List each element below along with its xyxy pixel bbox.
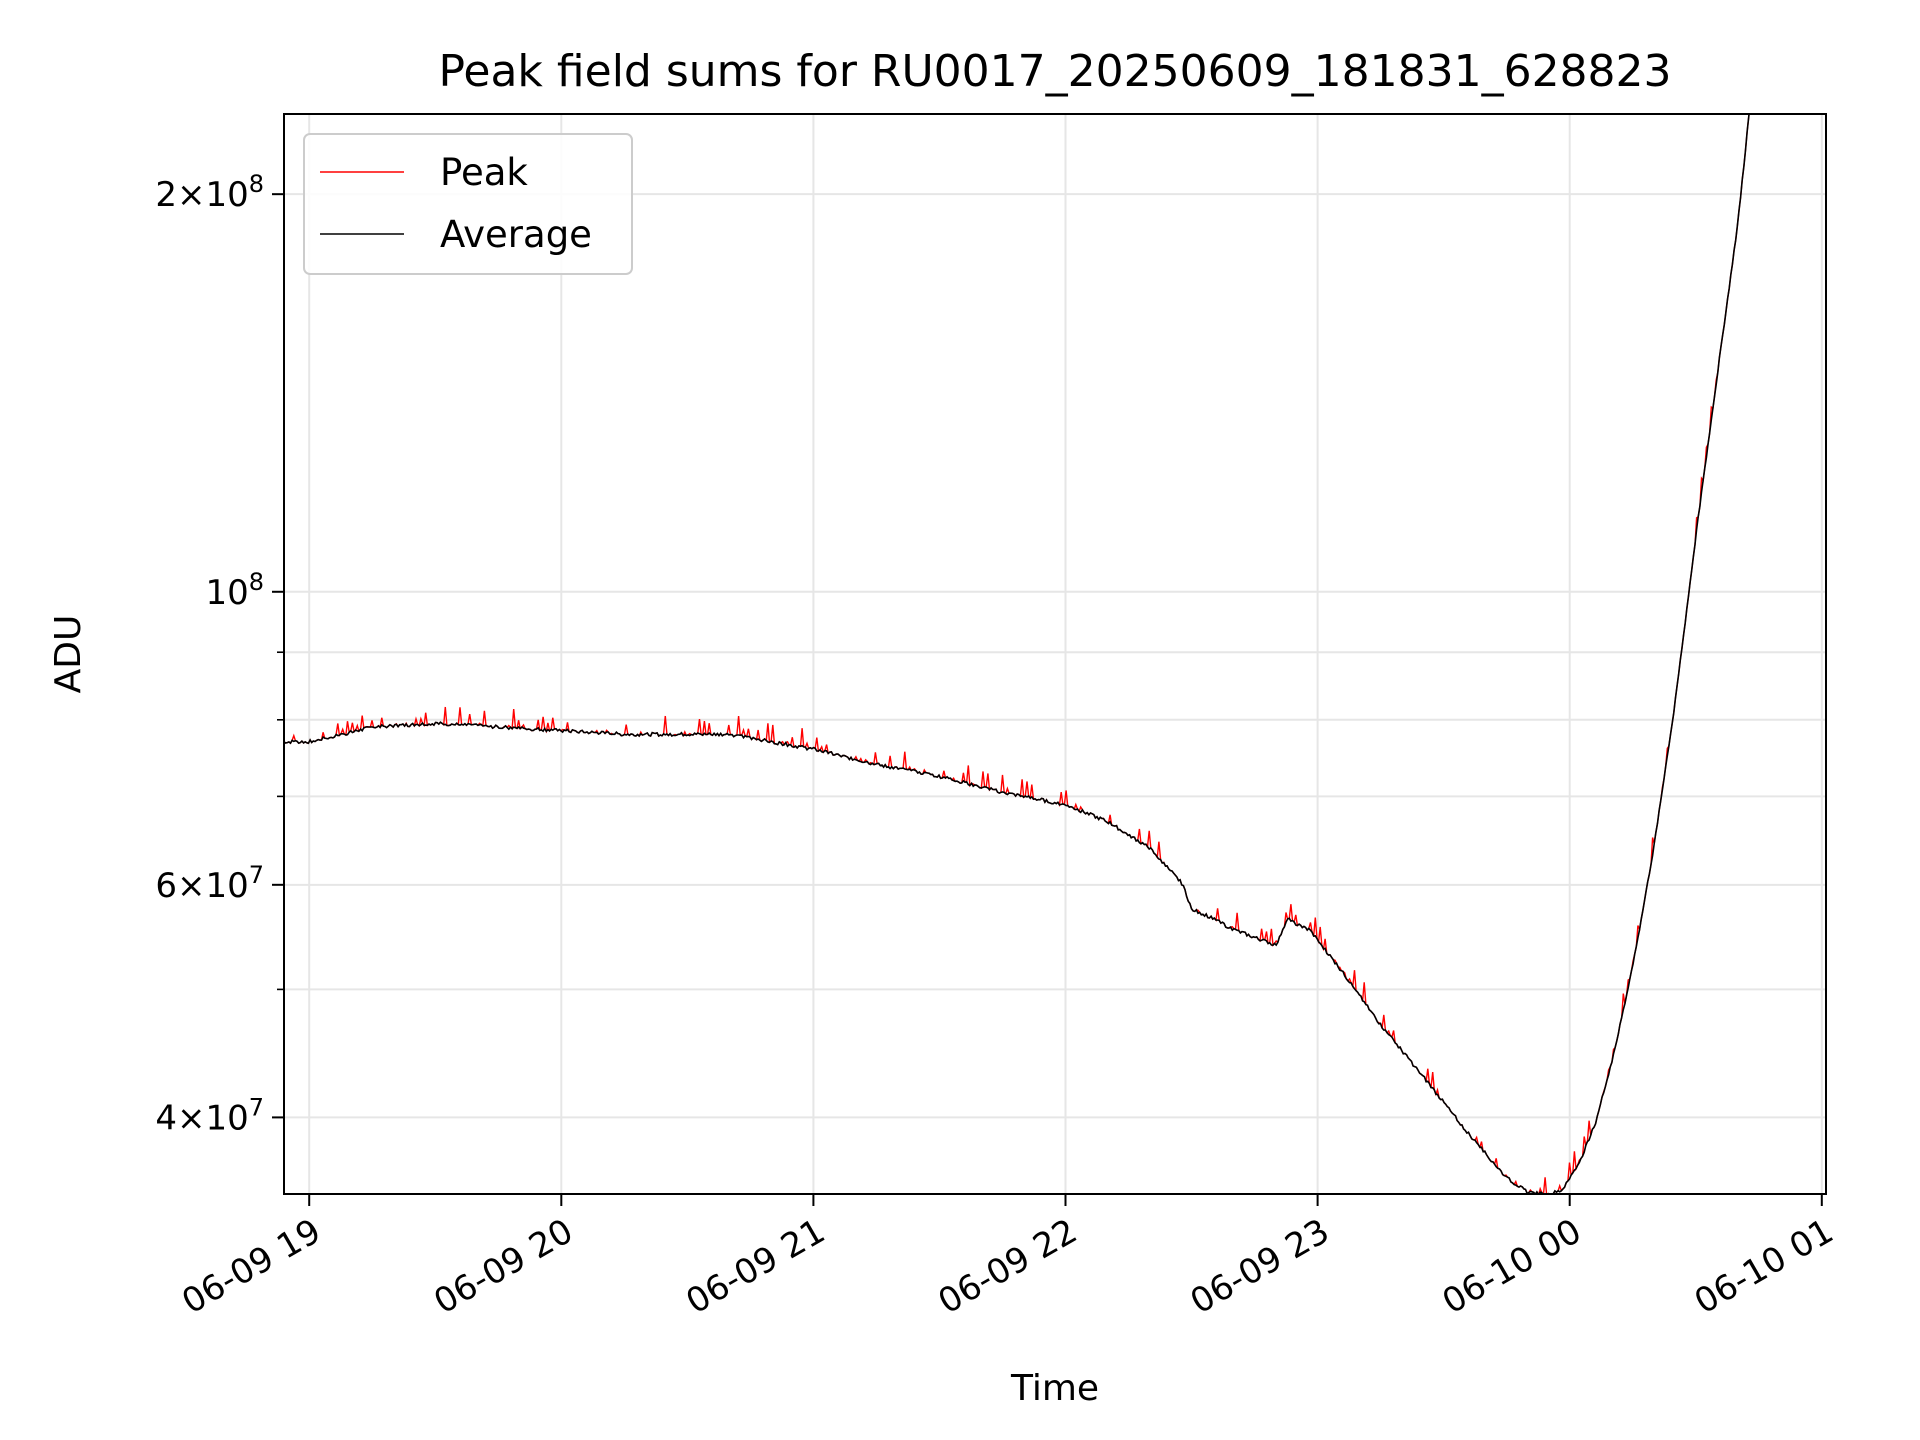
plot-frame [283,113,1827,1195]
legend-label-peak: Peak [440,151,528,194]
x-axis-label: Time [1010,1368,1099,1409]
y-tick-label: 6×107 [155,861,264,906]
chart-title: Peak field sums for RU0017_20250609_1818… [438,46,1671,97]
legend-label-average: Average [440,213,592,256]
y-tick-label: 2×108 [155,170,264,215]
y-tick-label: 4×107 [155,1093,264,1138]
y-axis-label: ADU [48,615,89,694]
series-line-average [284,114,1750,1194]
series-layer [284,114,1750,1194]
legend: Peak Average [303,133,633,275]
grid-layer [284,114,1826,1194]
y-tick-label: 108 [205,568,264,613]
legend-box [303,133,633,275]
